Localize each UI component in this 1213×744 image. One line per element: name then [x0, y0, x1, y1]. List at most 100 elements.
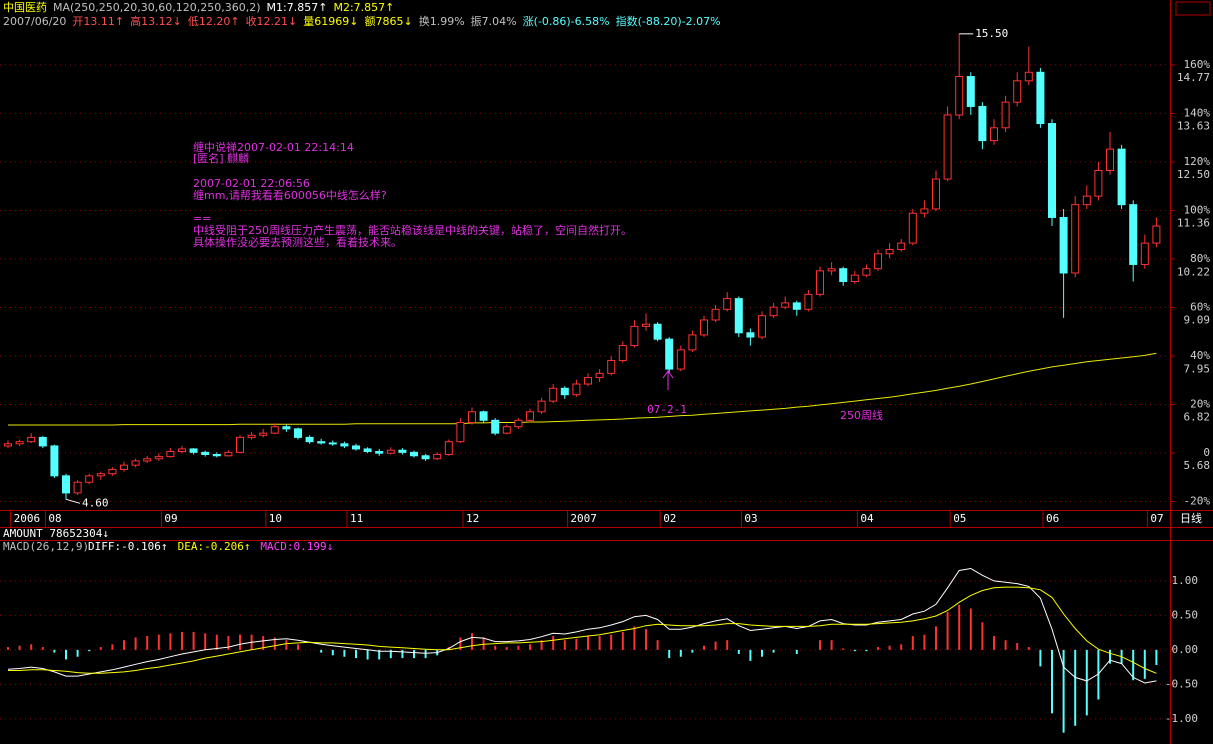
x-tick-label: 03	[744, 512, 757, 525]
candle-body	[1048, 123, 1056, 218]
annotation-arrow	[662, 370, 674, 390]
y-tick-label: -1.00	[1165, 712, 1198, 725]
candle-body	[595, 372, 604, 379]
candle-body	[468, 411, 476, 423]
candle-body	[317, 441, 326, 444]
header-item: 2007/06/20	[3, 15, 66, 28]
candle-body	[236, 436, 244, 453]
header-item: M2:7.857↑	[333, 1, 394, 14]
candle-body	[15, 441, 24, 445]
candle-body	[1117, 148, 1126, 206]
candle-body	[1024, 71, 1033, 82]
macd-line	[7, 567, 1157, 684]
y-tick-label: -0.50	[1165, 677, 1198, 690]
candle-body	[514, 419, 523, 428]
candle-body	[932, 178, 940, 210]
candle-body	[584, 377, 592, 385]
candle-body	[73, 481, 82, 494]
candle-body	[154, 456, 163, 460]
candle-body	[502, 426, 511, 434]
x-tick-label: 02	[663, 512, 676, 525]
y-tick-label: 6.82	[1184, 411, 1211, 424]
y-tick-label: 13.63	[1177, 120, 1210, 133]
candle-body	[108, 468, 117, 475]
legend-entry: MACD:0.199↓	[260, 540, 333, 553]
header-item: 开13.11↑	[72, 15, 124, 28]
x-tick-label: 08	[48, 512, 61, 525]
candle-body	[897, 242, 906, 251]
candle-body	[723, 298, 732, 310]
candle-body	[479, 411, 488, 421]
ma-line	[8, 352, 1157, 426]
candle-body	[885, 249, 894, 255]
macd-title: MACD(26,12,9)	[3, 540, 89, 553]
candle-body	[50, 445, 59, 477]
note-line: 中线受阻于250周线压力产生震荡，能否站稳该线是中线的关键，站稳了，空间自然打开…	[193, 223, 632, 237]
candle-body	[178, 448, 186, 452]
candle-body	[398, 449, 407, 453]
x-tick-label: 06	[1046, 512, 1059, 525]
header-item: 换1.99%	[419, 14, 465, 28]
candle-body	[433, 453, 442, 460]
high-label: 15.50	[975, 27, 1008, 40]
y-tick-label: 12.50	[1177, 168, 1210, 181]
candle-body	[294, 428, 302, 438]
y2-tick-label: 40%	[1190, 349, 1210, 362]
y2-tick-label: 160%	[1184, 58, 1211, 71]
x-tick-label: 12	[466, 512, 479, 525]
candle-body	[526, 411, 534, 421]
candle-body	[247, 434, 256, 438]
x-tick-label: 04	[860, 512, 874, 525]
period-button[interactable]	[1175, 1, 1211, 16]
candle-body	[1152, 225, 1161, 244]
candle-body	[305, 436, 314, 443]
candle-body	[630, 325, 639, 347]
candle-body	[352, 445, 360, 450]
note-line: 具体操作没必要去预测这些，看着技术来。	[193, 235, 402, 249]
note: 缠中说禅2007-02-01 22:14:14 [匿名] 麒麟 2007-02-…	[193, 140, 632, 249]
candle-body	[456, 421, 465, 443]
candle-body	[166, 450, 175, 458]
candle-body	[270, 426, 279, 434]
candle-body	[1094, 169, 1103, 197]
header-item: 额7865↓	[365, 15, 413, 28]
candle-body	[642, 323, 650, 327]
candle-body	[966, 76, 975, 107]
candle-body	[943, 114, 952, 180]
candle-body	[491, 419, 500, 434]
candle-body	[700, 319, 708, 336]
candle-body	[386, 449, 395, 454]
x-tick-label: 05	[953, 512, 966, 525]
candle-body	[282, 426, 291, 430]
y2-tick-label: -20%	[1184, 495, 1211, 508]
x-tick-label: 07	[1150, 512, 1163, 525]
candle-body	[410, 451, 418, 457]
candle-body	[85, 475, 94, 483]
note-line: 2007-02-01 22:06:56	[193, 177, 310, 190]
candle-body	[1059, 216, 1068, 274]
quote-line: 2007/06/20 开13.11↑ 高13.12↓ 低12.20↑ 收12.21↓ 量6…	[3, 14, 721, 28]
candle-body	[1036, 71, 1045, 125]
candle-body	[746, 332, 755, 338]
candle-body	[259, 432, 268, 436]
candle-body	[572, 383, 581, 396]
candle-body	[781, 302, 790, 308]
candle-body	[769, 306, 778, 317]
candle-body	[212, 453, 221, 457]
low-label: 4.60	[82, 496, 109, 509]
header-item: 低12.20↑	[188, 15, 240, 28]
candle-body	[1140, 242, 1149, 265]
note-line: ==	[193, 212, 211, 225]
period-label: 日线	[1180, 511, 1202, 525]
legend-entry: DIFF:-0.106↑	[88, 540, 167, 553]
candle-body	[618, 345, 627, 362]
candle-body	[549, 387, 558, 402]
candle-body	[375, 450, 384, 454]
candle-body	[816, 270, 824, 295]
y-tick-label: 1.00	[1172, 574, 1199, 587]
macd-line	[8, 586, 1157, 674]
y-tick-label: 11.36	[1177, 217, 1210, 230]
